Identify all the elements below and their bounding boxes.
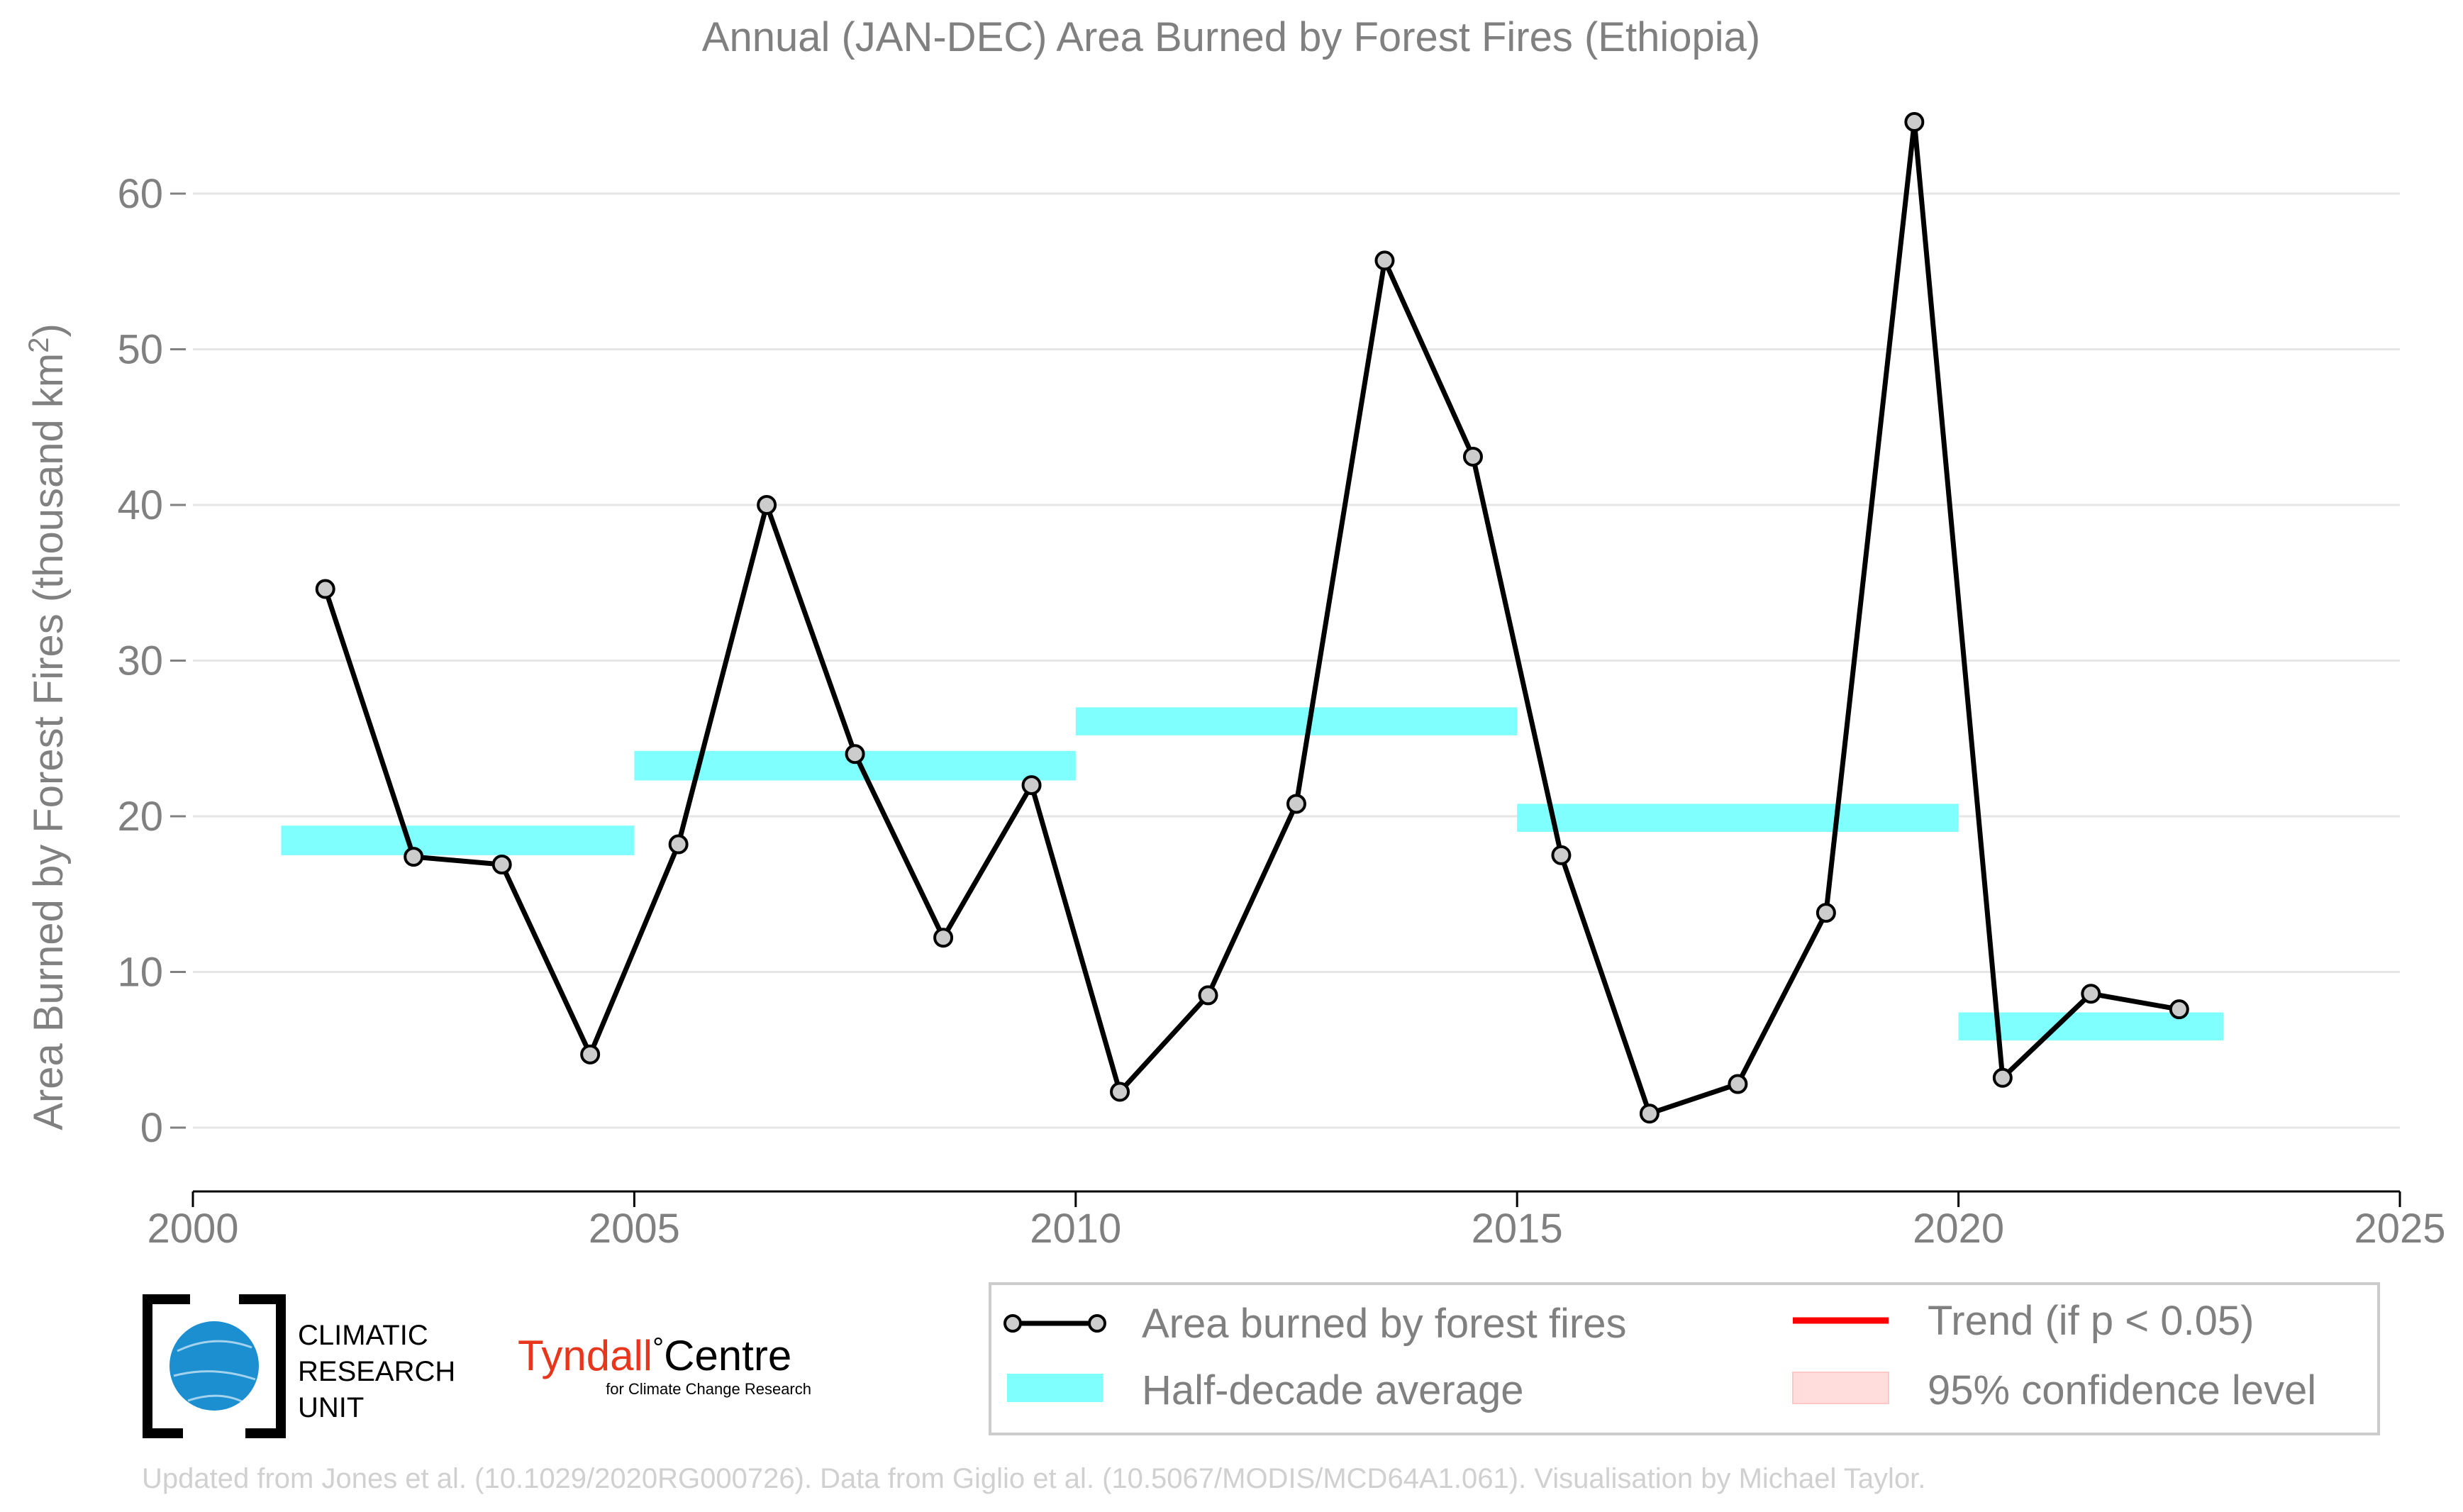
legend-item-confidence: 95% confidence level: [1792, 1367, 2316, 1413]
cru-line1: CLIMATIC: [298, 1320, 428, 1351]
data-point: [1286, 794, 1306, 814]
series-line-path: [323, 119, 2180, 1116]
legend-marker-swatch: [1003, 1314, 1022, 1333]
data-point: [1462, 446, 1483, 467]
y-tick-label: 30: [117, 638, 163, 684]
y-axis-label-close: ): [26, 323, 72, 337]
y-axis-label-sup: 2: [23, 338, 55, 353]
legend-confidence-swatch: [1792, 1372, 1889, 1404]
y-tick-label: 40: [117, 482, 163, 528]
data-point: [2169, 999, 2189, 1020]
y-tick-label: 10: [117, 950, 163, 996]
data-point: [1639, 1104, 1659, 1124]
y-tick-label: 50: [117, 327, 163, 373]
grid: [193, 192, 2400, 1129]
data-point: [1198, 985, 1218, 1006]
data-point: [1904, 112, 1925, 133]
data-point: [315, 579, 335, 599]
data-point: [404, 847, 424, 867]
series-line: [323, 119, 2180, 1116]
legend-label: Area burned by forest fires: [1142, 1301, 1626, 1347]
y-tick-label: 60: [117, 171, 163, 217]
legend-item-half-decade: Half-decade average: [1007, 1367, 1523, 1413]
legend-label: 95% confidence level: [1928, 1367, 2316, 1413]
data-point: [1816, 903, 1836, 923]
legend-label: Half-decade average: [1142, 1367, 1523, 1413]
legend-frame: [989, 1282, 2380, 1435]
tyndall-centre: Centre: [664, 1332, 791, 1379]
tyndall-degree: °: [652, 1333, 664, 1364]
data-point: [580, 1044, 601, 1064]
data-point: [668, 834, 689, 855]
legend-band-swatch: [1007, 1374, 1103, 1402]
tyndall-sub: for Climate Change Research: [606, 1380, 811, 1398]
y-tick-label: 0: [140, 1105, 163, 1151]
tyndall-wordmark: Tyndall°Centre: [518, 1332, 791, 1379]
data-point: [1021, 775, 1042, 796]
legend-item-trend: Trend (if p < 0.05): [1793, 1298, 2254, 1344]
legend-marker-swatch: [1088, 1314, 1106, 1333]
data-point: [1110, 1082, 1130, 1102]
x-tick-label: 2020: [1913, 1206, 2004, 1252]
x-tick-label: 2025: [2354, 1206, 2445, 1252]
data-point: [1374, 250, 1395, 271]
data-point: [491, 855, 512, 875]
cru-logo-bracket-right: [239, 1294, 286, 1438]
tyndall-logo: Tyndall°Centre for Climate Change Resear…: [518, 1332, 811, 1398]
y-tick-label: 20: [117, 794, 163, 840]
x-tick-label: 2000: [147, 1206, 238, 1252]
cru-logo-bracket-left: [143, 1294, 190, 1438]
axes: 0 10 20 30 40 50 60 2000 2005 2010 2015 2020 2025: [117, 171, 2445, 1252]
data-point: [1992, 1067, 2013, 1088]
x-tick-label: 2010: [1030, 1206, 1121, 1252]
legend: Area burned by forest fires Trend (if p …: [989, 1282, 2380, 1435]
data-point: [757, 495, 777, 515]
legend-item-area-burned: Area burned by forest fires: [1003, 1301, 1626, 1347]
half-decade-band: [1075, 707, 1518, 735]
half-decade-band: [1517, 804, 1959, 832]
x-tick-label: 2005: [589, 1206, 680, 1252]
half-decade-band: [281, 826, 635, 855]
tyndall-main: Tyndall: [518, 1332, 652, 1379]
credit-line: Updated from Jones et al. (10.1029/2020R…: [142, 1463, 1925, 1494]
series-points: [315, 112, 2189, 1124]
cru-line3: UNIT: [298, 1392, 364, 1423]
data-point: [845, 744, 865, 765]
cru-line2: RESEARCH: [298, 1356, 455, 1387]
data-point: [2081, 984, 2101, 1004]
y-axis-label: Area Burned by Forest Fires (thousand km…: [23, 323, 72, 1130]
half-decade-bands: [281, 707, 2224, 1041]
x-tick-label: 2015: [1472, 1206, 1563, 1252]
cru-globe-icon: [169, 1321, 259, 1411]
cru-logo: CLIMATIC RESEARCH UNIT: [143, 1294, 455, 1438]
chart-title: Annual (JAN-DEC) Area Burned by Forest F…: [702, 14, 1760, 60]
cru-globe-lines: [173, 1340, 256, 1404]
data-point: [933, 928, 954, 948]
legend-label: Trend (if p < 0.05): [1928, 1298, 2254, 1344]
data-point: [1551, 845, 1572, 865]
data-point: [1728, 1074, 1748, 1094]
y-axis-label-main: Area Burned by Forest Fires (thousand km: [26, 353, 72, 1130]
